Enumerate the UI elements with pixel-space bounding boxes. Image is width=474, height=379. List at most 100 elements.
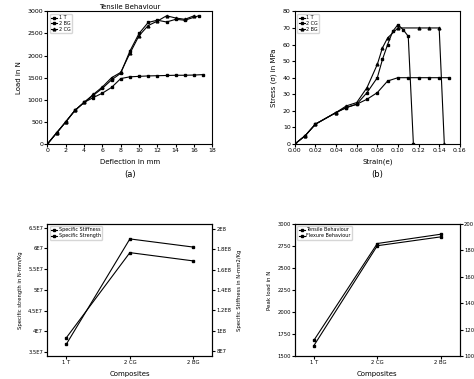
2 CG — [146, 23, 151, 28]
2 CG — [405, 34, 411, 39]
Y-axis label: Stress (σ) in MPa: Stress (σ) in MPa — [271, 49, 277, 107]
2 CG — [118, 70, 124, 75]
Specific Stiffness — [191, 245, 196, 249]
1 T — [54, 131, 59, 135]
X-axis label: Composites: Composites — [357, 371, 398, 377]
2 BG — [380, 45, 385, 50]
2 BG — [127, 49, 133, 53]
1 T — [173, 73, 179, 78]
2 CG — [292, 142, 298, 146]
2 BG — [164, 20, 169, 24]
2 CG — [63, 120, 69, 124]
1 T — [182, 73, 188, 78]
Line: 2 BG: 2 BG — [46, 14, 200, 146]
Tensile Behaviour — [311, 343, 317, 348]
2 BG — [196, 14, 201, 18]
Tensile Behaviour — [438, 235, 444, 239]
Specific Strength — [191, 258, 196, 263]
2 CG — [54, 131, 59, 135]
X-axis label: Strain(e): Strain(e) — [362, 159, 392, 165]
Y-axis label: Peak load in N: Peak load in N — [266, 270, 272, 310]
1 T — [447, 75, 452, 80]
2 CG — [302, 133, 308, 138]
2 BG — [63, 120, 69, 124]
2 CG — [385, 42, 391, 47]
2 CG — [313, 122, 319, 127]
1 T — [164, 73, 169, 78]
2 CG — [333, 110, 339, 115]
2 BG — [292, 142, 298, 146]
2 CG — [173, 16, 179, 20]
2 CG — [191, 14, 197, 18]
2 BG — [302, 133, 308, 138]
2 CG — [72, 108, 78, 113]
2 CG — [100, 85, 105, 89]
Line: Specific Strength: Specific Strength — [65, 251, 195, 339]
2 BG — [45, 142, 50, 146]
Text: (a): (a) — [124, 170, 136, 179]
2 CG — [127, 51, 133, 56]
Legend: 1 T, 2 BG, 2 CG: 1 T, 2 BG, 2 CG — [50, 14, 72, 33]
1 T — [63, 120, 69, 124]
1 T — [292, 142, 298, 146]
1 T — [302, 133, 308, 138]
1 T — [136, 74, 142, 79]
2 CG — [395, 22, 401, 27]
2 CG — [354, 102, 359, 106]
2 BG — [385, 36, 391, 40]
1 T — [155, 74, 160, 78]
1 T — [354, 102, 359, 106]
2 CG — [136, 33, 142, 38]
2 CG — [390, 29, 396, 34]
1 T — [127, 75, 133, 79]
1 T — [45, 142, 50, 146]
2 BG — [441, 142, 447, 146]
2 BG — [72, 108, 78, 113]
2 BG — [374, 62, 380, 67]
Line: 1 T: 1 T — [46, 73, 205, 146]
Flexure Behaviour — [438, 232, 444, 236]
Specific Stiffness — [64, 342, 69, 346]
2 BG — [426, 26, 432, 30]
1 T — [416, 75, 421, 80]
Legend: 1 T, 2 CG, 2 BG: 1 T, 2 CG, 2 BG — [297, 14, 319, 33]
1 T — [201, 72, 206, 77]
1 T — [426, 75, 432, 80]
Title: Tensile Behaviour: Tensile Behaviour — [99, 3, 161, 9]
2 BG — [118, 71, 124, 75]
1 T — [81, 100, 87, 105]
1 T — [344, 105, 349, 110]
Text: (b): (b) — [371, 170, 383, 179]
Line: 2 CG: 2 CG — [293, 23, 415, 146]
2 CG — [380, 57, 385, 62]
2 BG — [313, 122, 319, 127]
1 T — [395, 75, 401, 80]
2 BG — [54, 131, 59, 135]
1 T — [146, 74, 151, 78]
1 T — [333, 110, 339, 115]
2 BG — [344, 103, 349, 108]
Line: Flexure Behaviour: Flexure Behaviour — [312, 233, 442, 342]
X-axis label: Deflection in mm: Deflection in mm — [100, 159, 160, 165]
Line: Specific Stiffness: Specific Stiffness — [65, 238, 195, 345]
2 CG — [344, 105, 349, 110]
Flexure Behaviour — [311, 338, 317, 343]
2 BG — [182, 18, 188, 22]
Y-axis label: Load in N: Load in N — [16, 61, 22, 94]
1 T — [364, 97, 370, 102]
2 BG — [81, 100, 87, 105]
Legend: Specific Stiffness, Specific Strength: Specific Stiffness, Specific Strength — [50, 226, 102, 240]
2 CG — [45, 142, 50, 146]
2 CG — [400, 27, 406, 32]
Specific Strength — [64, 335, 69, 340]
1 T — [72, 108, 78, 113]
2 BG — [109, 78, 114, 82]
2 CG — [364, 90, 370, 95]
2 CG — [164, 14, 169, 18]
2 BG — [364, 85, 370, 90]
1 T — [191, 73, 197, 77]
2 BG — [173, 17, 179, 22]
Tensile Behaviour — [374, 243, 380, 248]
2 CG — [374, 75, 380, 80]
2 CG — [182, 17, 188, 22]
